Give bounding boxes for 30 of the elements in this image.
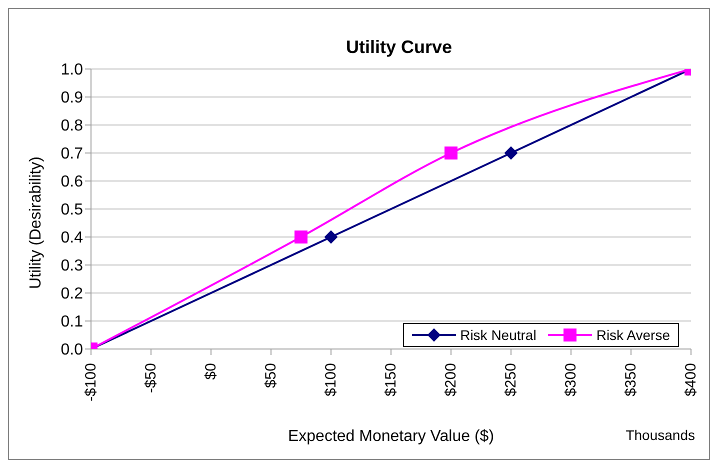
- legend-label: Risk Neutral: [460, 327, 536, 343]
- x-tick-label: $150: [382, 363, 400, 396]
- x-tick-label: $50: [262, 363, 280, 388]
- x-tick-label: $300: [562, 363, 580, 396]
- y-tick-label: 0.1: [60, 314, 84, 331]
- x-tick-label: $0: [202, 363, 220, 380]
- point: [504, 146, 518, 160]
- y-tick-label: 0.2: [60, 286, 84, 303]
- legend-label: Risk Averse: [596, 327, 670, 343]
- chart-title: Utility Curve: [344, 37, 454, 58]
- x-tick-label: $200: [442, 363, 460, 396]
- x-tick-label: $400: [682, 363, 700, 396]
- x-tick-label: $100: [322, 363, 340, 396]
- y-tick-label: 0.3: [60, 258, 84, 275]
- y-axis-title: Utility (Desirability): [28, 156, 45, 289]
- y-tick-label: 0.9: [60, 90, 84, 107]
- y-tick-label: 0.5: [60, 202, 84, 219]
- y-tick-label: 0.4: [60, 230, 84, 247]
- y-tick-label: 0.8: [60, 118, 84, 135]
- x-tick-label: $350: [622, 363, 640, 396]
- point: [324, 230, 338, 244]
- y-tick-label: 0.7: [60, 146, 84, 163]
- x-tick-label: -$50: [142, 363, 160, 394]
- x-tick-label: -$100: [82, 363, 100, 402]
- text: Thousands: [626, 427, 695, 443]
- x-tick-label: $250: [502, 363, 520, 396]
- y-tick-label: 0.0: [60, 342, 84, 359]
- y-tick-label: 1.0: [60, 62, 84, 79]
- y-tick-label: 0.6: [60, 174, 84, 191]
- x-axis-title: Expected Monetary Value ($): [288, 428, 494, 445]
